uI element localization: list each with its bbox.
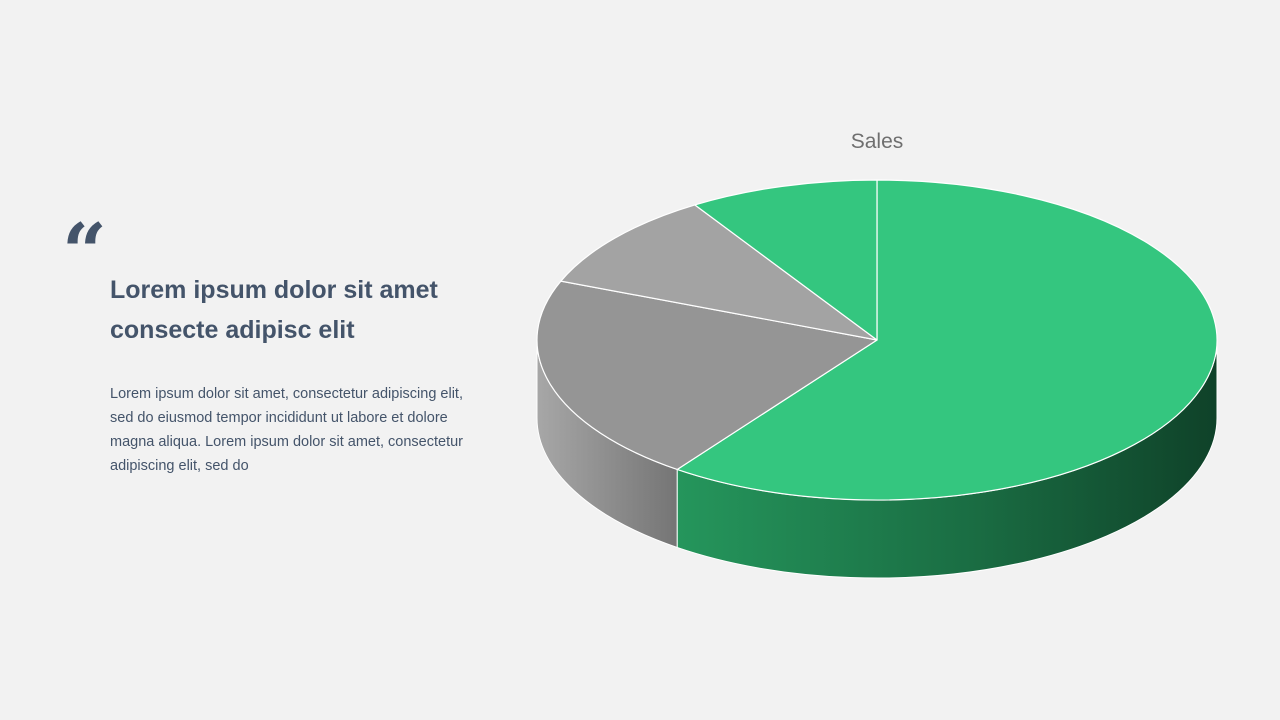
heading-line-2: consecte adipisc elit [110,316,355,344]
body-line-1: Lorem ipsum dolor sit amet, consectetur … [110,386,463,402]
pie-tops [536,179,1218,501]
pie-slice-4 [694,179,878,341]
quote-mark-icon: “ [62,207,107,298]
quote-body: Lorem ipsum dolor sit amet, consectetur … [110,382,510,478]
chart-title: Sales [851,130,904,153]
pie-slice-2 [536,280,878,471]
body-line-2: sed do eiusmod tempor incididunt ut labo… [110,410,448,426]
pie-slice-3 [560,204,878,341]
heading-line-1: Lorem ipsum dolor sit amet [110,276,438,304]
body-line-3: magna aliqua. Lorem ipsum dolor sit amet… [110,434,464,450]
quote-heading: Lorem ipsum dolor sit amet consecte adip… [110,270,510,350]
pie-slice-1 [676,179,1218,501]
body-line-4: adipiscing elit, sed do [110,458,249,474]
